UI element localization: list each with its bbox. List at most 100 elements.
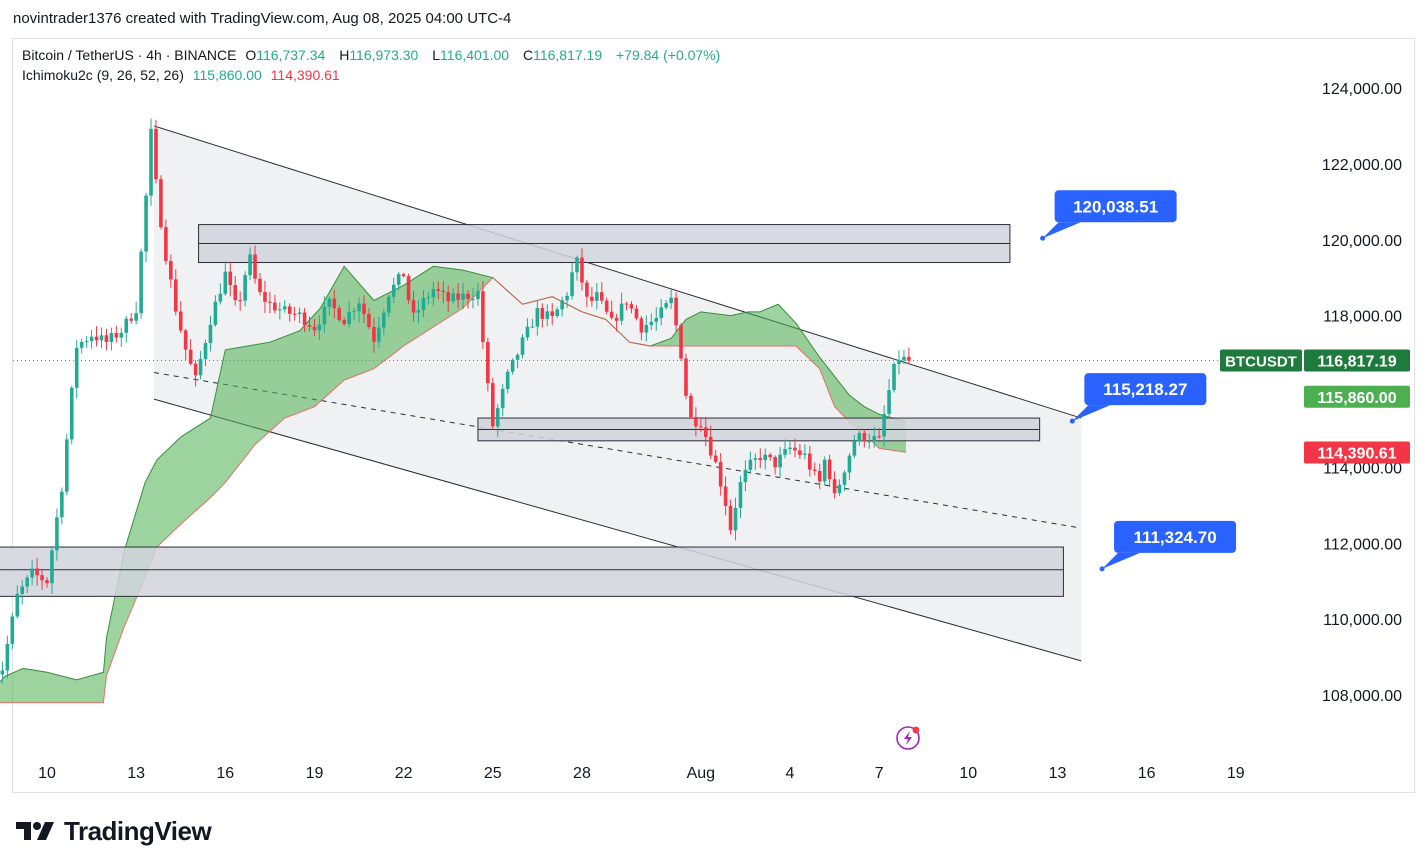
candle[interactable] [580, 248, 584, 291]
candle[interactable] [169, 254, 173, 288]
candle[interactable] [530, 318, 535, 329]
candle[interactable] [382, 309, 386, 335]
candle[interactable] [74, 339, 79, 399]
candle[interactable] [273, 294, 277, 314]
candle[interactable] [20, 580, 25, 605]
candle[interactable] [421, 290, 426, 318]
candle[interactable] [134, 301, 138, 325]
candle[interactable] [491, 377, 495, 430]
candle[interactable] [857, 428, 862, 446]
candle[interactable] [268, 291, 272, 314]
candle[interactable] [426, 291, 431, 305]
candle[interactable] [654, 307, 659, 331]
candle[interactable] [877, 427, 881, 440]
candle[interactable] [436, 281, 441, 300]
candle[interactable] [892, 362, 896, 393]
candle[interactable] [367, 308, 371, 330]
candle[interactable] [188, 338, 193, 366]
candle[interactable] [456, 283, 460, 309]
candle[interactable] [852, 435, 857, 459]
candle[interactable] [55, 508, 59, 561]
candle[interactable] [223, 261, 228, 296]
candle[interactable] [495, 404, 500, 437]
callout-box-1[interactable] [1054, 190, 1177, 223]
candle[interactable] [10, 612, 15, 650]
candle[interactable] [803, 444, 807, 460]
channel-lower-line[interactable] [153, 398, 1082, 662]
candle[interactable] [332, 290, 337, 319]
candle[interactable] [550, 302, 555, 325]
candle[interactable] [297, 307, 302, 324]
candle[interactable] [505, 369, 510, 394]
candle[interactable] [679, 323, 683, 361]
candle[interactable] [253, 245, 257, 284]
candle[interactable] [783, 439, 787, 459]
candle[interactable] [476, 282, 480, 306]
candle[interactable] [837, 479, 842, 496]
candle[interactable] [540, 303, 545, 328]
candle[interactable] [431, 282, 436, 306]
candle[interactable] [377, 316, 381, 349]
candle[interactable] [159, 175, 163, 230]
candle[interactable] [486, 337, 490, 392]
price-label-last[interactable] [1304, 349, 1410, 372]
candle[interactable] [327, 296, 332, 316]
candle[interactable] [129, 313, 134, 324]
candle[interactable] [282, 300, 287, 313]
candle[interactable] [139, 248, 143, 320]
candle[interactable] [560, 296, 564, 317]
sr-zone-3[interactable] [0, 546, 1064, 597]
candle[interactable] [203, 339, 208, 367]
candle[interactable] [213, 295, 218, 327]
candle[interactable] [45, 577, 49, 588]
candle[interactable] [575, 255, 579, 281]
candle[interactable] [60, 487, 64, 525]
candle[interactable] [401, 272, 406, 278]
candle[interactable] [357, 297, 361, 323]
candle[interactable] [619, 292, 624, 326]
candle[interactable] [669, 289, 673, 309]
candle[interactable] [416, 300, 421, 324]
candle[interactable] [674, 292, 678, 332]
candle[interactable] [193, 360, 198, 387]
candle[interactable] [738, 475, 743, 518]
candle[interactable] [15, 585, 20, 619]
candle[interactable] [109, 327, 114, 351]
candle[interactable] [124, 316, 129, 343]
candle[interactable] [634, 304, 639, 321]
candle[interactable] [30, 560, 34, 586]
callout-box-2[interactable] [1084, 373, 1207, 406]
candle[interactable] [629, 301, 634, 314]
candle[interactable] [228, 261, 233, 297]
candle[interactable] [808, 445, 812, 477]
candle[interactable] [555, 306, 559, 319]
candle[interactable] [570, 262, 574, 300]
candle[interactable] [515, 353, 520, 369]
candle[interactable] [773, 455, 777, 475]
candle[interactable] [173, 269, 178, 316]
candle[interactable] [312, 318, 317, 336]
candle[interactable] [867, 433, 872, 449]
candle[interactable] [287, 303, 292, 322]
candle[interactable] [689, 393, 693, 420]
candle[interactable] [842, 470, 847, 492]
candle[interactable] [441, 281, 446, 304]
candle[interactable] [386, 294, 391, 317]
candle[interactable] [827, 454, 832, 487]
candle[interactable] [243, 271, 247, 307]
price-label-symbol[interactable] [1220, 349, 1302, 372]
candle[interactable] [713, 449, 718, 464]
candle[interactable] [347, 300, 351, 328]
candle[interactable] [718, 452, 723, 496]
candle[interactable] [263, 280, 267, 314]
candle[interactable] [649, 313, 654, 331]
channel-mid-line[interactable] [153, 372, 1082, 529]
candle[interactable] [391, 277, 396, 304]
candle[interactable] [822, 456, 827, 485]
indicator-title[interactable]: Ichimoku2c (9, 26, 52, 26) [22, 67, 184, 83]
candle[interactable] [0, 661, 5, 684]
candle[interactable] [292, 306, 297, 321]
candle[interactable] [99, 327, 104, 349]
candle[interactable] [535, 300, 540, 336]
